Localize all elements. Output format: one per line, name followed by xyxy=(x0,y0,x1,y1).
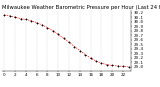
Text: Milwaukee Weather Barometric Pressure per Hour (Last 24 Hours): Milwaukee Weather Barometric Pressure pe… xyxy=(2,5,160,10)
